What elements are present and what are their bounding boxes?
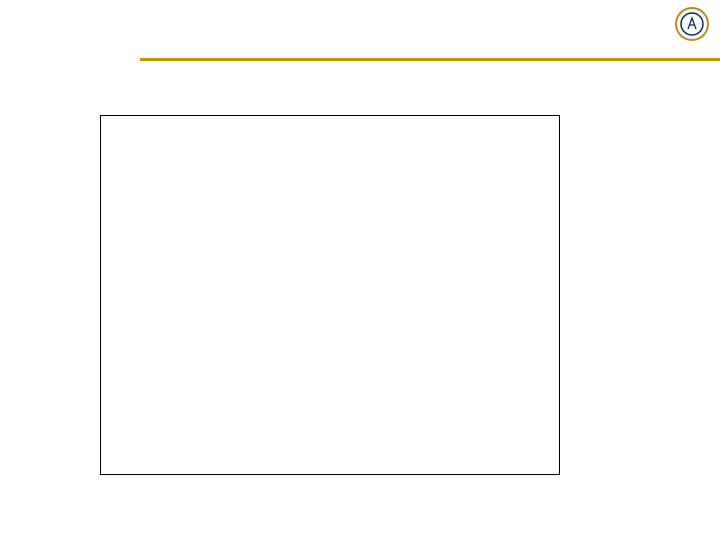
header-rule: [140, 58, 720, 61]
slide-header: [0, 0, 720, 60]
footer-row: [0, 514, 720, 530]
chart-area: [100, 115, 660, 475]
plot-box: [100, 115, 560, 475]
ucdavis-seal-icon: [674, 6, 710, 42]
chart-lines: [101, 116, 561, 476]
ucdavis-logo: [674, 6, 712, 42]
